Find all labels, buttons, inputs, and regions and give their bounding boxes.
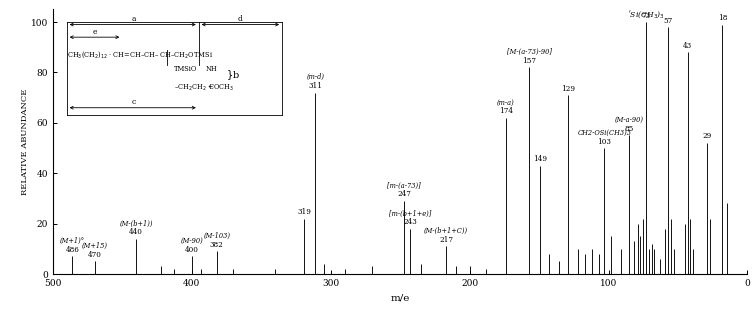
Text: (M+1)°: (M+1)° [60, 237, 85, 245]
Text: 149: 149 [534, 155, 547, 163]
Text: (M-90): (M-90) [180, 237, 203, 245]
Text: [m-(a-73)]: [m-(a-73)] [387, 182, 421, 190]
Text: [m-(b+1+e)]: [m-(b+1+e)] [389, 209, 431, 217]
Text: 85: 85 [624, 125, 634, 133]
Text: 174: 174 [499, 107, 513, 115]
Text: CH$_3$(CH$_2$)$_{12}$ $\cdot$ CH=CH–CH– CH–CH$_2$OTMSi: CH$_3$(CH$_2$)$_{12}$ $\cdot$ CH=CH–CH– … [66, 50, 213, 60]
Text: 129: 129 [561, 85, 575, 93]
Text: (M-a-90): (M-a-90) [615, 116, 644, 124]
Text: 470: 470 [88, 251, 101, 259]
Text: [M-(a-73)-90]: [M-(a-73)-90] [507, 48, 552, 56]
Text: 382: 382 [210, 241, 223, 249]
Text: CH2-OSi(CH3)3: CH2-OSi(CH3)3 [578, 129, 631, 137]
Text: NH: NH [205, 65, 217, 73]
Text: e: e [92, 28, 97, 36]
Text: c: c [131, 99, 136, 106]
Text: 57: 57 [664, 17, 673, 25]
Text: d: d [238, 15, 243, 23]
Text: 400: 400 [185, 246, 199, 254]
Text: 217: 217 [439, 236, 453, 244]
Y-axis label: RELATIVE ABUNDANCE: RELATIVE ABUNDANCE [21, 89, 29, 195]
Text: 157: 157 [522, 57, 536, 65]
Text: 243: 243 [403, 218, 417, 226]
X-axis label: m/e: m/e [390, 294, 410, 302]
Text: 43: 43 [683, 42, 692, 50]
Text: (m-a): (m-a) [497, 99, 515, 106]
Text: 18: 18 [718, 14, 727, 22]
Text: TMSiO: TMSiO [174, 65, 197, 73]
Text: (M-(b+1)): (M-(b+1)) [119, 220, 153, 227]
Text: (M-103): (M-103) [203, 232, 230, 240]
Text: a: a [131, 15, 136, 23]
Text: COCH$_3$: COCH$_3$ [208, 83, 234, 93]
Text: (M-(b+1+C)): (M-(b+1+C)) [424, 227, 468, 235]
Text: $\}$b: $\}$b [226, 68, 240, 82]
Text: 440: 440 [129, 228, 143, 236]
Text: 247: 247 [397, 191, 411, 198]
Text: 311: 311 [308, 82, 322, 90]
Text: 73: 73 [642, 12, 651, 20]
Text: 319: 319 [297, 208, 311, 216]
Text: 103: 103 [597, 138, 612, 146]
Text: 29: 29 [703, 133, 712, 140]
Text: (m-d): (m-d) [307, 73, 325, 81]
Text: 486: 486 [66, 246, 79, 254]
Text: $'$Si(CH$_3$)$_3$: $'$Si(CH$_3$)$_3$ [627, 8, 664, 20]
Text: –CH$_2$CH$_2$ +: –CH$_2$CH$_2$ + [174, 83, 214, 93]
Text: (M+15): (M+15) [82, 242, 107, 250]
